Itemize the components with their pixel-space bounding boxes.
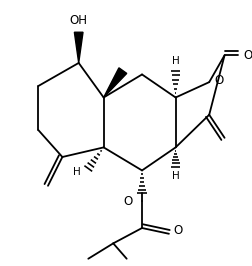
Text: O: O <box>173 225 182 237</box>
Polygon shape <box>74 32 83 63</box>
Text: O: O <box>244 49 252 62</box>
Text: H: H <box>172 171 179 181</box>
Text: O: O <box>123 195 133 208</box>
Polygon shape <box>104 68 127 98</box>
Text: OH: OH <box>70 14 88 27</box>
Text: H: H <box>73 167 81 177</box>
Text: H: H <box>172 56 179 66</box>
Text: O: O <box>214 74 224 87</box>
